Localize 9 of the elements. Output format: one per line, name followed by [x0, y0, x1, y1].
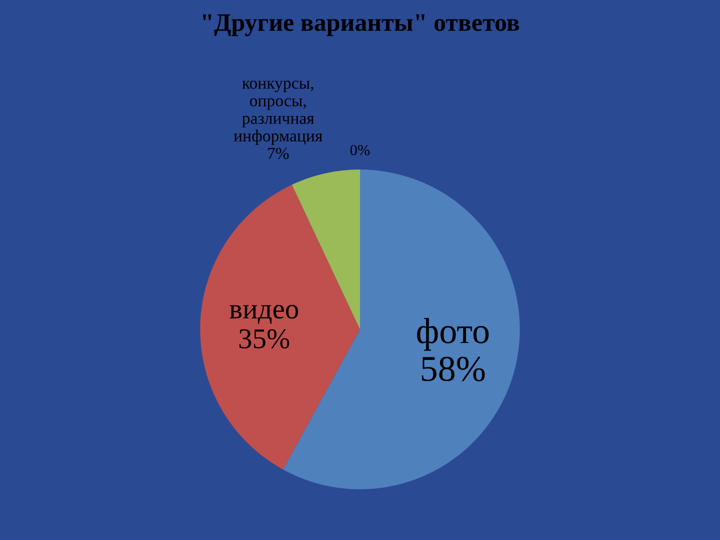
- slice-label: фото: [417, 318, 489, 351]
- data-label: 7%: [268, 148, 289, 160]
- data-label: 35%: [239, 329, 290, 348]
- chart-title: "Другие варианты" ответов: [202, 14, 520, 36]
- data-label: 58%: [422, 356, 485, 382]
- slice-label: конкурсы, опросы, различная информация: [234, 80, 322, 145]
- slice-label: видео: [230, 304, 298, 324]
- text: 0%: [350, 144, 370, 156]
- pie-slice: [200, 184, 360, 470]
